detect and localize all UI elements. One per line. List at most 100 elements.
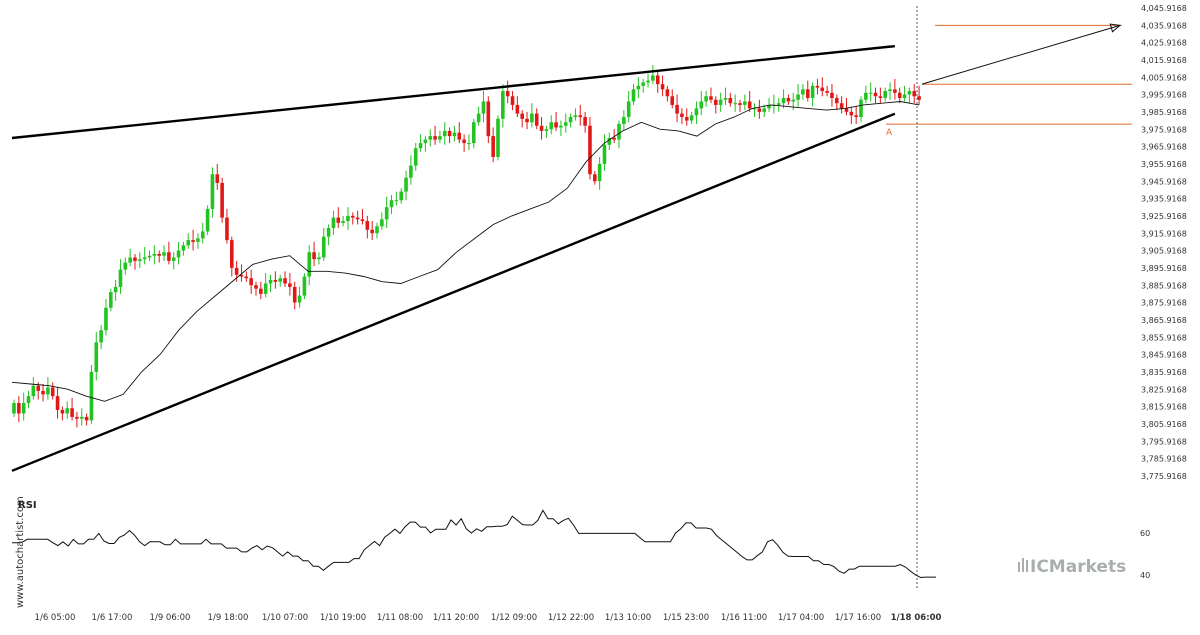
- candle-body: [563, 122, 568, 126]
- candle-body: [249, 278, 253, 286]
- candle-body: [205, 208, 210, 232]
- candle-body: [128, 257, 132, 263]
- candle-body: [684, 117, 689, 121]
- candle-body: [636, 85, 641, 90]
- candle-body: [888, 89, 892, 92]
- candle-body: [21, 403, 26, 414]
- candle-body: [655, 75, 660, 85]
- candle-body: [675, 104, 679, 114]
- candle-body: [346, 215, 350, 222]
- candle-body: [409, 165, 413, 178]
- candle-body: [820, 87, 825, 92]
- price-tick-label: 3,935.9168: [1141, 195, 1187, 204]
- price-tick-label: 3,915.9168: [1141, 229, 1187, 238]
- candle-body: [70, 408, 74, 417]
- candle-body: [355, 217, 360, 220]
- candle-body: [273, 279, 278, 282]
- candle-body: [738, 103, 742, 105]
- candle-body: [157, 253, 161, 256]
- price-tick-label: 4,015.9168: [1141, 56, 1187, 65]
- price-tick-label: 3,865.9168: [1141, 316, 1187, 325]
- candle-body: [210, 174, 215, 209]
- candle-body: [801, 89, 805, 95]
- candle-body: [699, 101, 704, 109]
- wedge-trendline: [11, 112, 896, 472]
- candle-body: [428, 136, 433, 140]
- candle-body: [883, 91, 887, 98]
- candle-body: [646, 80, 650, 83]
- candle-body: [457, 132, 462, 140]
- candle-body: [554, 122, 558, 128]
- price-tick-label: 4,035.9168: [1141, 21, 1187, 30]
- candle-body: [65, 408, 70, 414]
- candle-body: [714, 99, 718, 105]
- time-tick-label: 1/11 08:00: [377, 613, 423, 623]
- candle-body: [118, 269, 123, 287]
- candle-body: [317, 257, 321, 260]
- time-tick-label: 1/17 16:00: [835, 613, 881, 623]
- autochartist-watermark: www.autochartist.com: [15, 496, 26, 608]
- candle-body: [525, 118, 529, 123]
- candle-body: [530, 113, 534, 123]
- candle-body: [825, 91, 829, 93]
- candle-body: [854, 115, 858, 118]
- candle-body: [791, 99, 796, 102]
- time-tick-label: 1/11 20:00: [433, 613, 479, 623]
- candle-body: [549, 122, 554, 130]
- time-tick-label: 1/12 09:00: [491, 613, 537, 623]
- candle-body: [626, 101, 631, 118]
- candle-body: [142, 257, 147, 260]
- pattern-point-label: A: [886, 128, 893, 138]
- candle-body: [326, 227, 331, 237]
- candle-body: [162, 252, 166, 256]
- candle-body: [815, 85, 820, 88]
- candle-body: [268, 279, 273, 284]
- price-tick-label: 3,855.9168: [1141, 333, 1187, 342]
- candle-body: [225, 217, 229, 241]
- projection-arrow-line: [921, 24, 1121, 85]
- candle-body: [878, 96, 883, 98]
- candle-body: [147, 255, 152, 258]
- candle-body: [418, 143, 423, 149]
- candle-body: [399, 191, 403, 201]
- candle-body: [433, 136, 437, 140]
- candle-body: [897, 92, 902, 98]
- candle-body: [704, 96, 708, 102]
- candle-body: [191, 240, 195, 242]
- rsi-panel: 60 40: [12, 509, 1150, 580]
- candle-body: [534, 113, 539, 126]
- candle-body: [138, 259, 142, 261]
- price-tick-label: 3,925.9168: [1141, 212, 1187, 221]
- price-panel: A: [11, 6, 1132, 590]
- candle-body: [588, 125, 592, 175]
- candle-body: [12, 403, 16, 414]
- price-tick-label: 3,835.9168: [1141, 368, 1187, 377]
- candle-body: [868, 92, 873, 94]
- price-tick-label: 3,815.9168: [1141, 403, 1187, 412]
- candle-body: [839, 103, 844, 109]
- candle-body: [670, 96, 675, 105]
- price-tick-label: 3,905.9168: [1141, 247, 1187, 256]
- candle-body: [830, 92, 834, 98]
- candle-body: [394, 200, 399, 202]
- candle-body: [375, 226, 379, 234]
- rsi-tick-label: 60: [1140, 529, 1150, 538]
- candle-body: [781, 97, 786, 104]
- candle-body: [505, 91, 510, 97]
- candle-body: [360, 219, 365, 222]
- moving-average-line: [11, 101, 920, 402]
- candle-body: [612, 137, 616, 140]
- candle-body: [50, 387, 55, 397]
- candle-body: [380, 219, 384, 227]
- candle-body: [559, 125, 563, 128]
- logo-bar: [1022, 558, 1024, 572]
- candle-body: [113, 286, 118, 293]
- candle-body: [152, 253, 157, 256]
- candle-body: [220, 182, 224, 218]
- candle-body: [873, 92, 878, 97]
- candle-body: [89, 371, 94, 421]
- candle-body: [578, 115, 583, 118]
- price-tick-label: 3,775.9168: [1141, 472, 1187, 481]
- candle-body: [709, 96, 713, 100]
